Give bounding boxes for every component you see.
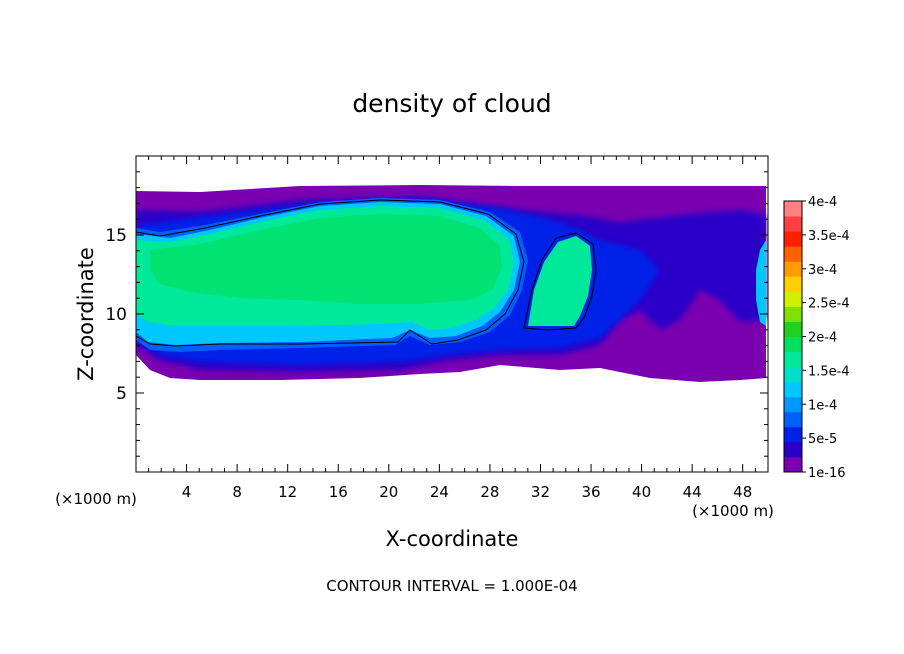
x-tick-label: 28: [480, 483, 499, 501]
x-tick-label: 48: [733, 483, 752, 501]
x-unit-label-right: (×1000 m): [692, 502, 774, 520]
colorbar: 1e-16 5e-5 1e-4 1.5e-4 2e-4 2.5e-4 3e-4 3.5e-4 4…: [783, 195, 850, 481]
colorbar-swatch: [784, 381, 802, 398]
contour-line: [136, 199, 525, 347]
y-tick-label: 5: [116, 384, 127, 404]
x-axis-title: X-coordinate: [386, 527, 519, 551]
colorbar-swatch: [784, 336, 802, 353]
main-cloud-inner: [150, 214, 502, 304]
x-tick-label: 8: [232, 483, 242, 501]
colorbar-swatch: [784, 411, 802, 428]
y-tick-label: 10: [105, 305, 127, 325]
colorbar-label: 4e-4: [808, 195, 837, 210]
colorbar-label: 1e-4: [808, 398, 837, 413]
x-tick-label: 12: [278, 483, 297, 501]
x-tick-label: 36: [581, 483, 600, 501]
x-tick-label: 4: [182, 483, 192, 501]
y-axis-title: Z-coordinate: [74, 247, 98, 381]
colorbar-label: 1e-16: [808, 466, 846, 481]
colorbar-label: 5e-5: [808, 432, 837, 447]
colorbar-swatch: [784, 201, 802, 217]
x-tick-label: 24: [430, 483, 449, 501]
colorbar-label: 3e-4: [808, 263, 837, 278]
colorbar-swatch: [784, 456, 802, 473]
colorbar-swatch: [784, 366, 802, 383]
x-tick-label: 40: [632, 483, 651, 501]
x-tick-label: 44: [683, 483, 702, 501]
secondary-cell-core: [528, 236, 592, 326]
colorbar-label: 1.5e-4: [808, 364, 850, 379]
colorbar-swatch: [784, 246, 802, 262]
y-tick-label: 15: [105, 226, 127, 246]
colorbar-swatch: [784, 321, 802, 337]
colorbar-label: 2.5e-4: [808, 297, 850, 312]
x-tick-label: 20: [379, 483, 398, 501]
colorbar-swatch: [784, 351, 802, 368]
colorbar-label: 3.5e-4: [808, 229, 850, 244]
colorbar-swatch: [784, 441, 802, 458]
x-unit-label: (×1000 m): [55, 490, 137, 508]
x-tick-label: 16: [329, 483, 348, 501]
x-axis: 4 8 12 16 20 24 28 32 36 40 44 48: [148, 156, 756, 501]
colorbar-swatch: [784, 396, 802, 413]
colorbar-swatch: [784, 216, 802, 232]
right-edge-cell: [756, 240, 766, 326]
chart-title: density of cloud: [352, 89, 551, 118]
contour-interval-note: CONTOUR INTERVAL = 1.000E-04: [326, 577, 577, 595]
x-tick-label: 32: [531, 483, 550, 501]
y-axis: 5 10 15: [105, 171, 768, 457]
contour-line-secondary: [523, 232, 597, 331]
plot-field: [136, 185, 766, 382]
colorbar-swatch: [784, 276, 802, 292]
colorbar-swatch: [784, 291, 802, 307]
colorbar-label: 2e-4: [808, 331, 837, 346]
colorbar-swatch: [784, 261, 802, 277]
colorbar-swatch: [784, 231, 802, 247]
colorbar-swatch: [784, 426, 802, 443]
colorbar-swatch: [784, 306, 802, 322]
